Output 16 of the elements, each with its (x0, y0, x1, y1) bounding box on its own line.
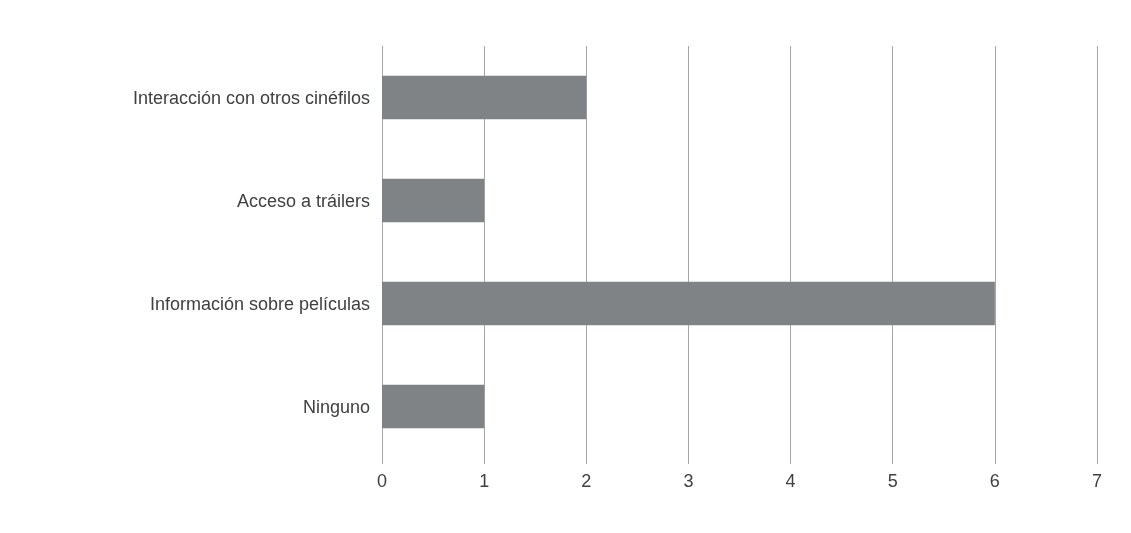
y-tick-label: Información sobre películas (149, 293, 370, 314)
x-tick-label: 6 (989, 471, 1000, 491)
bar (382, 178, 485, 223)
x-tick-label: 7 (1091, 471, 1103, 491)
y-tick-label: Acceso a tráilers (236, 190, 370, 211)
x-tick-label: 2 (581, 471, 592, 491)
x-tick-label: 1 (479, 471, 490, 491)
bar (382, 281, 995, 326)
y-tick-label: Ninguno (302, 396, 370, 417)
x-tick-label: 5 (887, 471, 898, 491)
bar (382, 384, 485, 429)
x-tick-label: 0 (376, 471, 388, 491)
x-tick-label: 4 (785, 471, 796, 491)
y-tick-label: Interacción con otros cinéfilos (132, 87, 370, 108)
bar (382, 75, 587, 120)
x-tick-label: 3 (683, 471, 694, 491)
